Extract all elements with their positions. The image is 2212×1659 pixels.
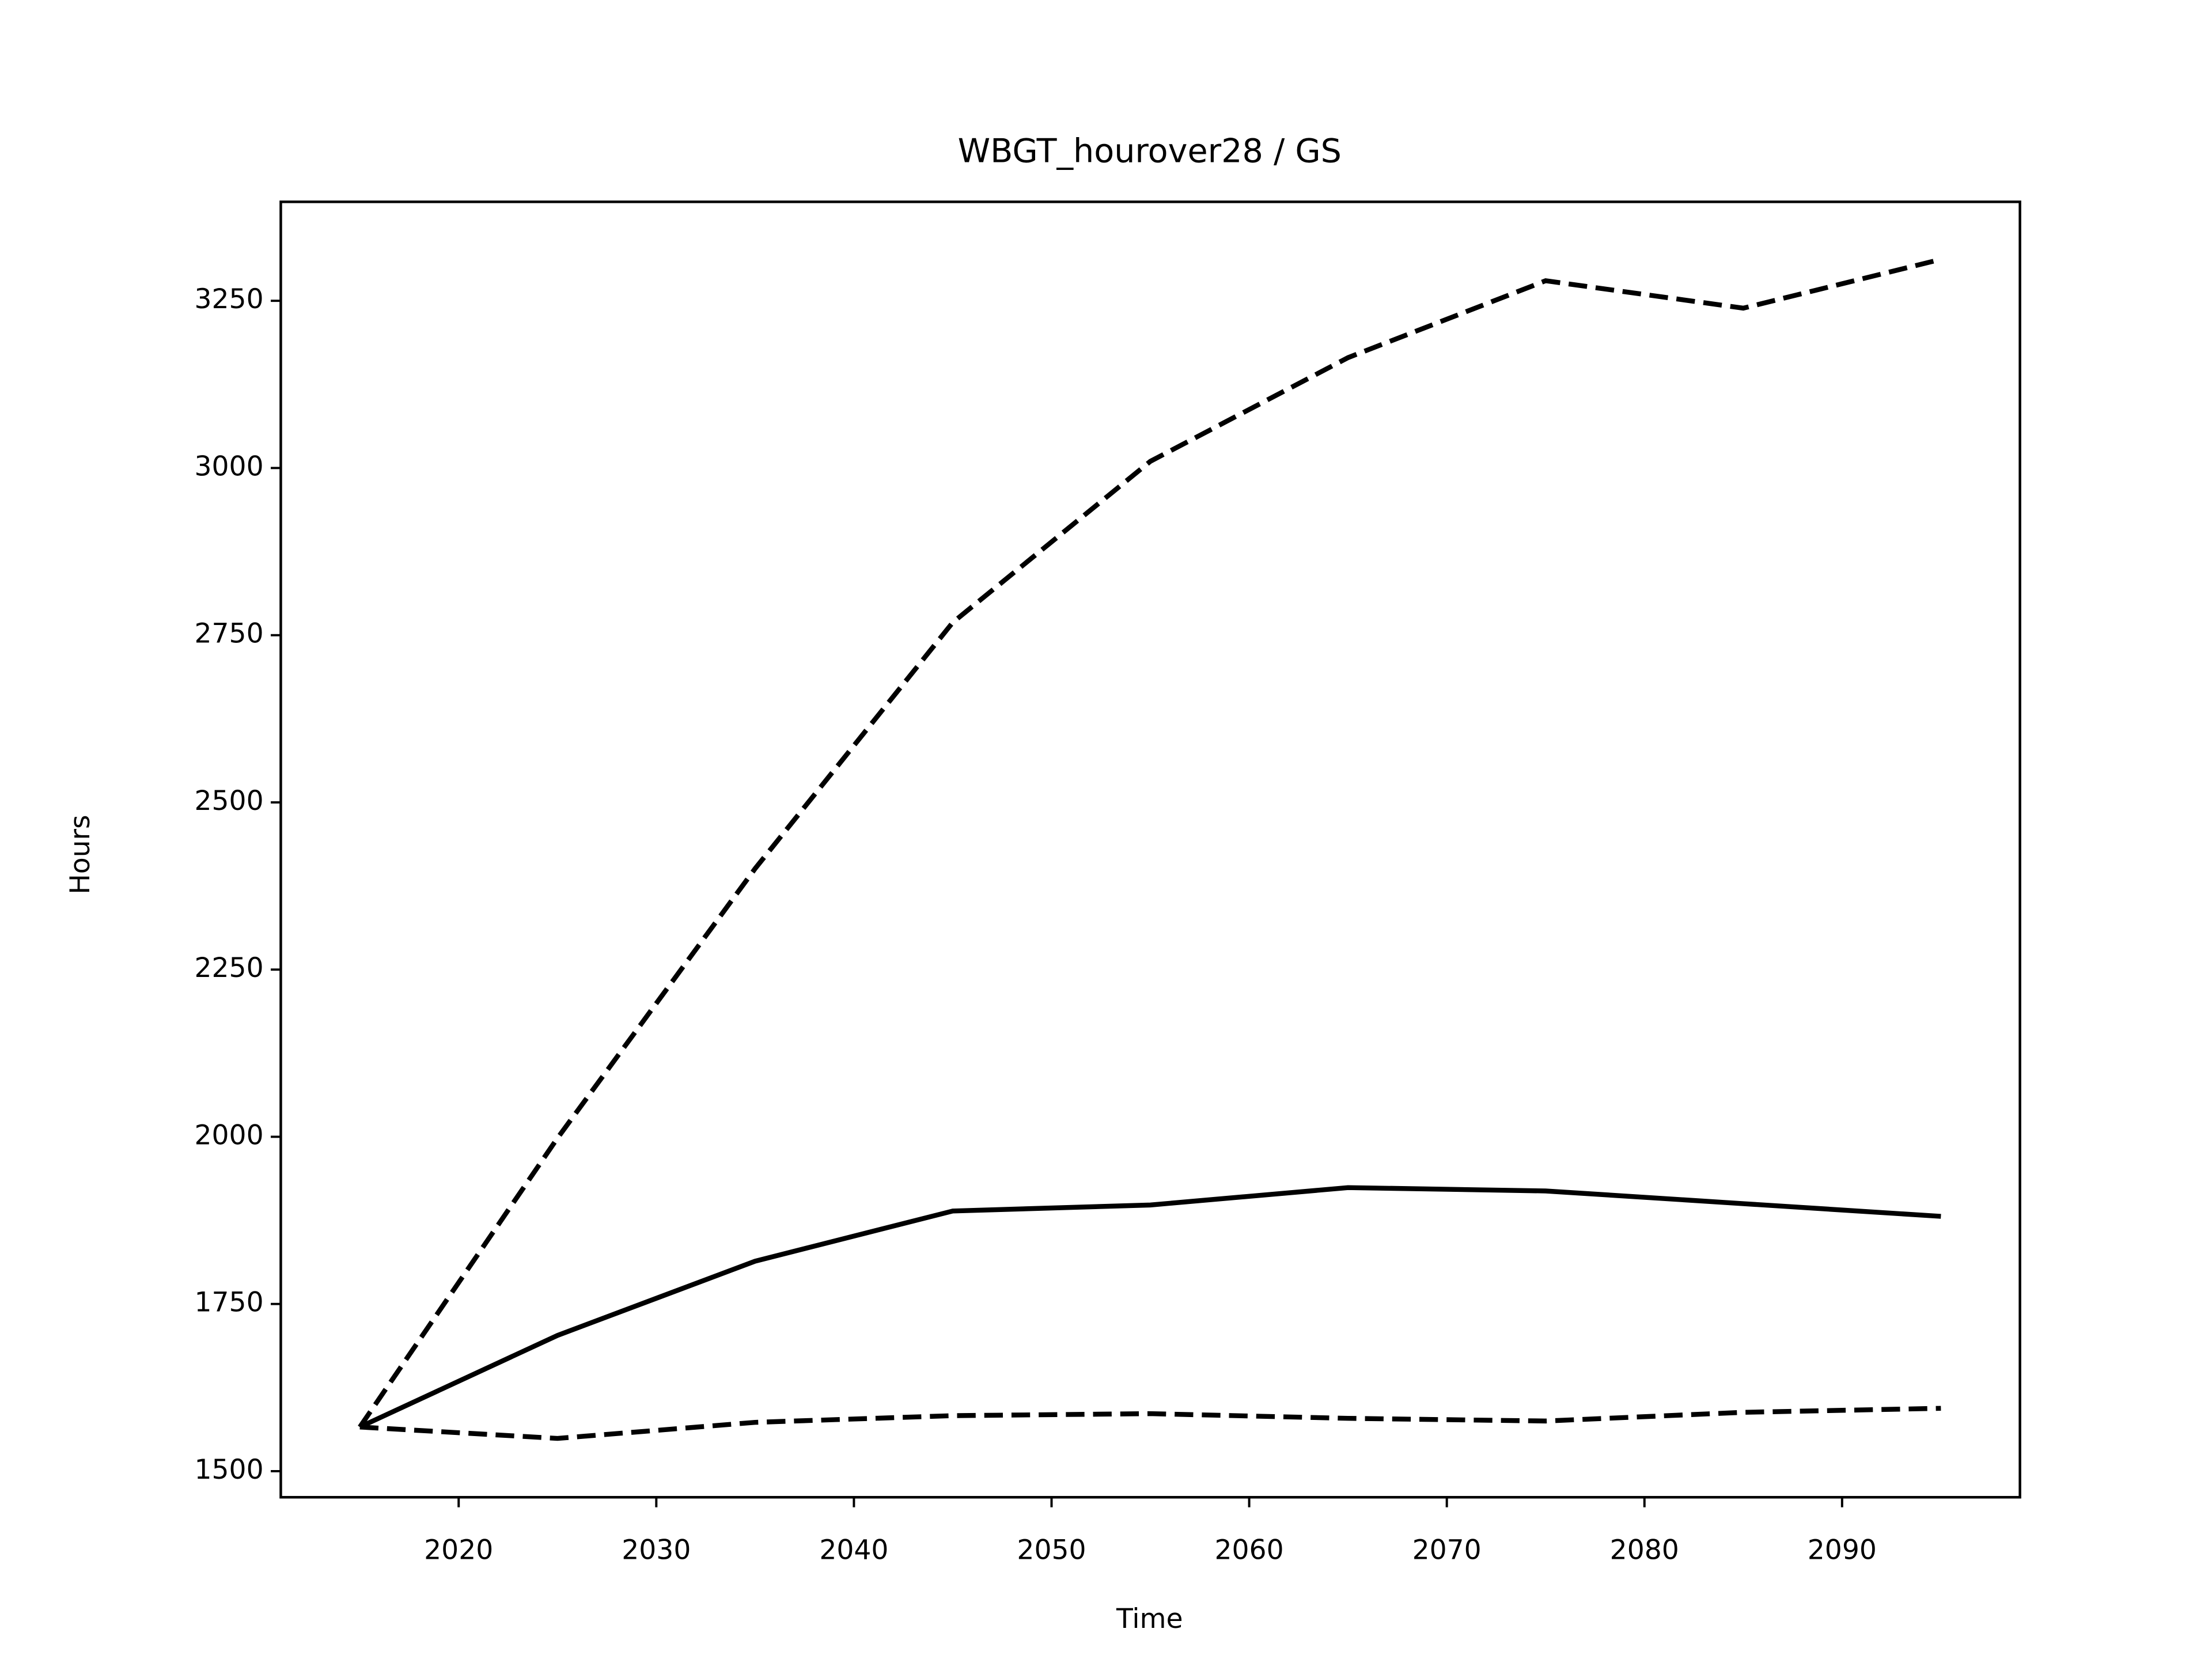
series-line — [359, 1406, 1941, 1441]
x-tick-label: 2020 — [424, 1535, 493, 1566]
y-tick-label: 3000 — [194, 450, 263, 482]
x-tick-label: 2030 — [622, 1535, 691, 1566]
series-line — [358, 257, 1942, 1429]
y-axis-label: Hours — [65, 815, 96, 894]
y-tick-label: 2250 — [194, 952, 263, 984]
y-tick-label: 1750 — [194, 1287, 263, 1319]
y-tick-label: 2000 — [194, 1119, 263, 1151]
series-line — [358, 1185, 1941, 1430]
y-tick-label: 2500 — [194, 785, 263, 817]
x-tick-label: 2040 — [819, 1535, 888, 1566]
y-tick-label: 1500 — [194, 1454, 263, 1486]
y-tick-label: 2750 — [194, 618, 263, 650]
x-tick-label: 2080 — [1610, 1535, 1679, 1566]
x-tick-label: 2090 — [1808, 1535, 1877, 1566]
x-tick-label: 2070 — [1412, 1535, 1482, 1566]
y-tick-label: 3250 — [194, 283, 263, 315]
plot-frame — [279, 200, 2021, 1499]
chart-title: WBGT_hourover28 / GS — [958, 132, 1342, 171]
x-tick-label: 2050 — [1017, 1535, 1086, 1566]
x-axis-label: Time — [1116, 1603, 1183, 1635]
x-tick-label: 2060 — [1215, 1535, 1284, 1566]
